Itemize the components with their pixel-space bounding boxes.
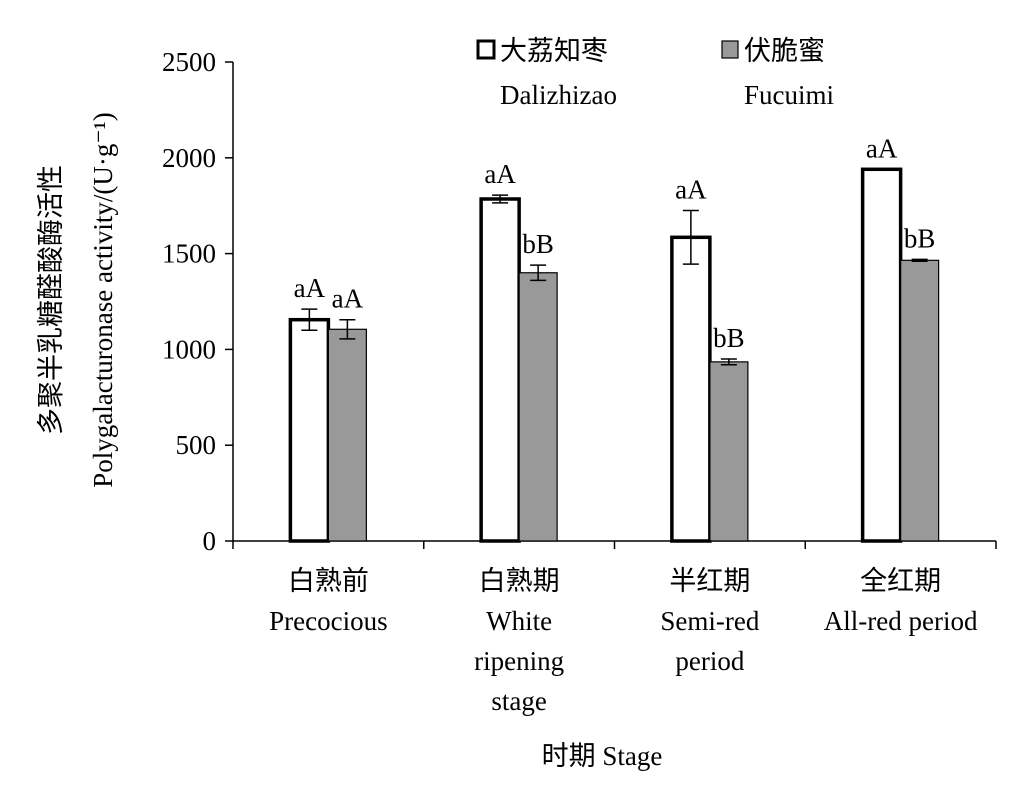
significance-label: aA [294, 273, 326, 303]
x-tick-label: 白熟前 [288, 566, 369, 596]
legend-label-en: Dalizhizao [500, 80, 617, 110]
x-tick-label: 白熟期 [479, 566, 560, 596]
bar [709, 361, 749, 542]
bar [479, 197, 521, 543]
x-tick-label: period [675, 646, 744, 676]
y-tick-label: 1500 [162, 239, 216, 269]
legend-label: 大荔知枣 [500, 36, 608, 66]
legend: 大荔知枣 Dalizhizao 伏脆蜜 Fucuimi [476, 36, 834, 110]
legend-label: 伏脆蜜 [744, 36, 825, 66]
bar [327, 328, 367, 542]
y-tick-label: 1000 [162, 334, 216, 364]
y-axis-title-line1: 多聚半乳糖醛酸酶活性 [36, 165, 66, 435]
y-axis-title-line2: Polygalacturonase activity/(U·g⁻¹) [88, 112, 118, 487]
x-tick-label: 全红期 [860, 566, 941, 596]
legend-swatch [476, 39, 496, 60]
x-tick-label: 半红期 [669, 566, 750, 596]
x-tick-label: All-red period [824, 606, 978, 636]
x-tick-label: ripening [474, 646, 564, 676]
bar [860, 167, 903, 543]
axes: 0 500 1000 1500 2000 2500 白熟前 Precocious 白熟期 Whit… [162, 47, 997, 716]
x-axis-title: 时期 Stage [542, 741, 663, 771]
y-tick-label: 0 [203, 526, 217, 556]
significance-label: bB [904, 223, 936, 253]
significance-label: bB [522, 229, 554, 259]
x-tick-label: stage [491, 686, 546, 716]
x-tick-label: White [486, 606, 552, 636]
bar [518, 272, 558, 542]
bar [670, 235, 712, 543]
significance-label: aA [675, 174, 707, 204]
legend-swatch [721, 40, 739, 59]
y-tick-label: 500 [176, 430, 217, 460]
x-tick-label: Precocious [269, 606, 387, 636]
bar [288, 317, 331, 543]
y-tick-label: 2000 [162, 143, 216, 173]
y-axis-title: 多聚半乳糖醛酸酶活性 Polygalacturonase activity/(U… [36, 112, 118, 487]
significance-label: bB [713, 323, 745, 353]
significance-label: aA [332, 284, 364, 314]
x-tick-label: Semi-red [660, 606, 759, 636]
significance-label: aA [484, 159, 516, 189]
significance-label: aA [866, 133, 898, 163]
bar [900, 259, 940, 542]
y-tick-label: 2500 [162, 47, 216, 77]
legend-label-en: Fucuimi [744, 80, 834, 110]
